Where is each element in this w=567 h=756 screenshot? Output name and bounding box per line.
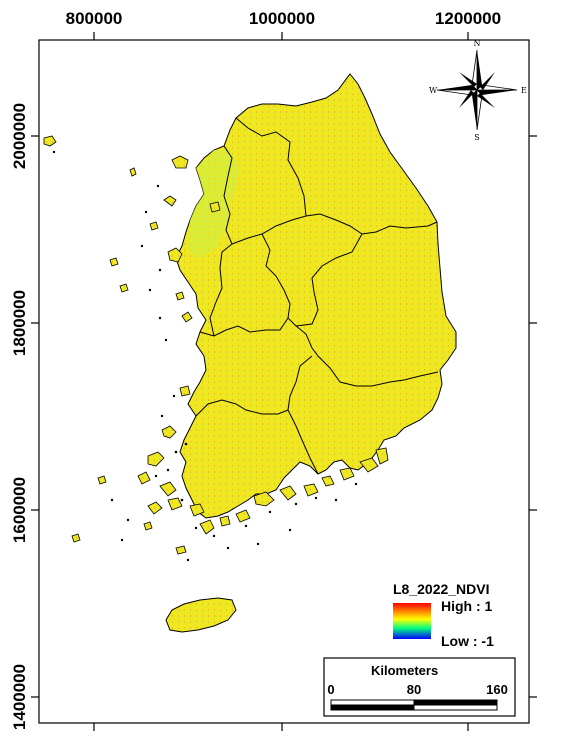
legend: L8_2022_NDVI High : 1 Low : -1 — [393, 581, 494, 649]
compass-n: N — [474, 39, 481, 48]
compass-w: W — [429, 86, 438, 95]
scale-bar-segment-4 — [413, 704, 498, 711]
left-tick-label-2000000: 2000000 — [10, 103, 29, 169]
province-boundaries — [195, 117, 439, 475]
top-tick-label-800000: 800000 — [66, 9, 123, 28]
compass-e: E — [521, 86, 527, 95]
scale-bar-segment-1 — [330, 699, 415, 706]
coastal-islets — [52, 150, 358, 562]
scale-bar-label-160: 160 — [486, 682, 508, 697]
scale-bar-label-80: 80 — [407, 682, 421, 697]
frame-ticks — [31, 32, 537, 731]
legend-high-label: High : 1 — [441, 598, 493, 614]
legend-color-ramp — [393, 603, 431, 639]
legend-low-label: Low : -1 — [441, 633, 494, 649]
scale-bar-segment-2 — [413, 699, 498, 706]
compass-s: S — [474, 133, 479, 142]
legend-title: L8_2022_NDVI — [393, 581, 490, 597]
left-tick-label-1400000: 1400000 — [10, 664, 29, 730]
scale-bar-segment-3 — [330, 704, 415, 711]
top-tick-label-1200000: 1200000 — [435, 9, 501, 28]
scale-bar-title: Kilometers — [371, 663, 438, 678]
scale-bar: Kilometers 0 80 160 — [323, 657, 516, 717]
left-tick-label-1800000: 1800000 — [10, 290, 29, 356]
north-arrow: N S E W — [429, 39, 527, 142]
top-tick-label-1000000: 1000000 — [249, 9, 315, 28]
coastal-islands — [43, 135, 389, 555]
left-tick-label-1600000: 1600000 — [10, 477, 29, 543]
scale-bar-label-0: 0 — [327, 682, 334, 697]
jeju-island — [165, 597, 237, 633]
